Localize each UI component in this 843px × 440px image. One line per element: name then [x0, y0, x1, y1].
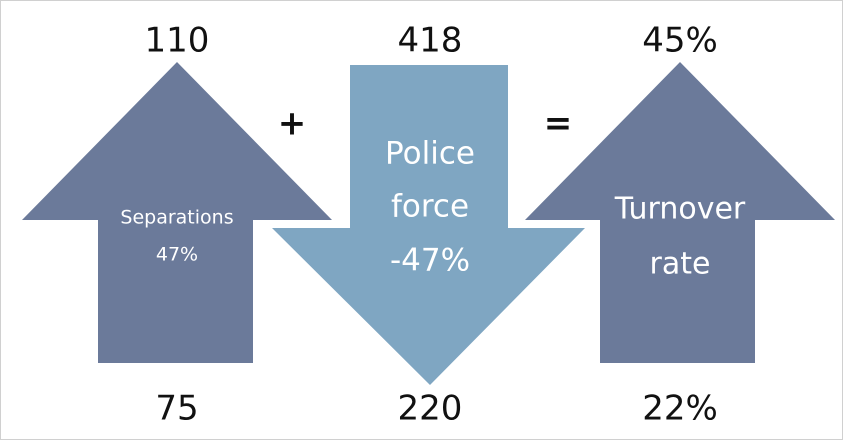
- arrow-label: rate: [650, 247, 711, 282]
- arrow-label: Police: [385, 136, 475, 172]
- up-arrow: [22, 62, 332, 363]
- operator: +: [278, 104, 307, 144]
- arrow-label: Separations: [120, 207, 233, 229]
- top-value: 45%: [642, 21, 718, 61]
- top-value: 110: [145, 21, 210, 61]
- bottom-value: 220: [398, 389, 463, 429]
- arrow-label: force: [391, 189, 469, 225]
- bottom-value: 75: [155, 389, 198, 429]
- down-arrow: [272, 65, 585, 385]
- arrow-label: -47%: [390, 243, 470, 279]
- top-value: 418: [398, 21, 463, 61]
- arrow-label: 47%: [156, 244, 198, 266]
- up-arrow: [525, 62, 835, 363]
- arrow-label: Turnover: [614, 192, 746, 227]
- bottom-value: 22%: [642, 389, 718, 429]
- operator: =: [544, 104, 573, 144]
